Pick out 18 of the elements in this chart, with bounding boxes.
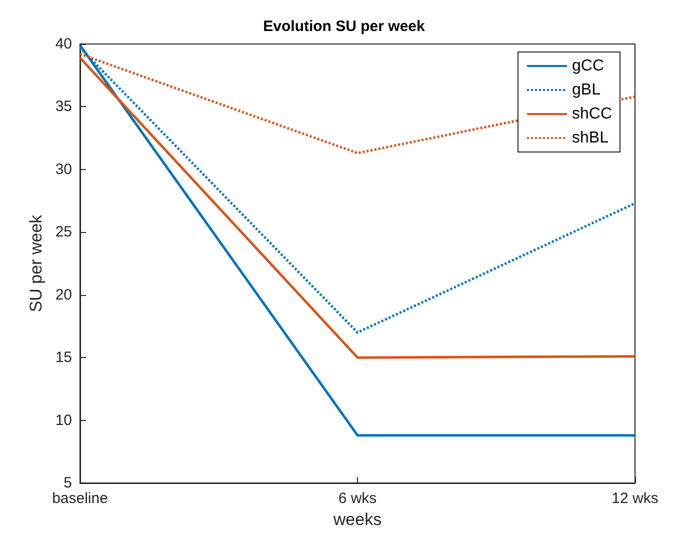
x-tick-label: baseline bbox=[52, 490, 108, 507]
x-tick-label: 12 wks bbox=[612, 490, 658, 507]
x-tick-label: 6 wks bbox=[338, 490, 377, 507]
y-tick-label: 5 bbox=[64, 474, 72, 492]
y-axis-title: SU per week bbox=[26, 214, 46, 312]
y-tick-label: 10 bbox=[55, 412, 72, 429]
y-tick-label: 30 bbox=[55, 160, 72, 178]
y-tick-label: 25 bbox=[55, 224, 72, 241]
legend-label: gBL bbox=[572, 82, 601, 98]
y-tick-label: 40 bbox=[55, 36, 72, 52]
legend-label: shCC bbox=[572, 106, 612, 122]
legend-label: gCC bbox=[572, 58, 604, 74]
y-tick-label: 20 bbox=[55, 286, 72, 304]
chart-title: Evolution SU per week bbox=[263, 18, 426, 35]
x-axis-title: weeks bbox=[332, 510, 382, 529]
y-tick-label: 35 bbox=[55, 98, 72, 116]
legend-label: shBL bbox=[572, 130, 609, 146]
y-tick-label: 15 bbox=[55, 349, 72, 366]
